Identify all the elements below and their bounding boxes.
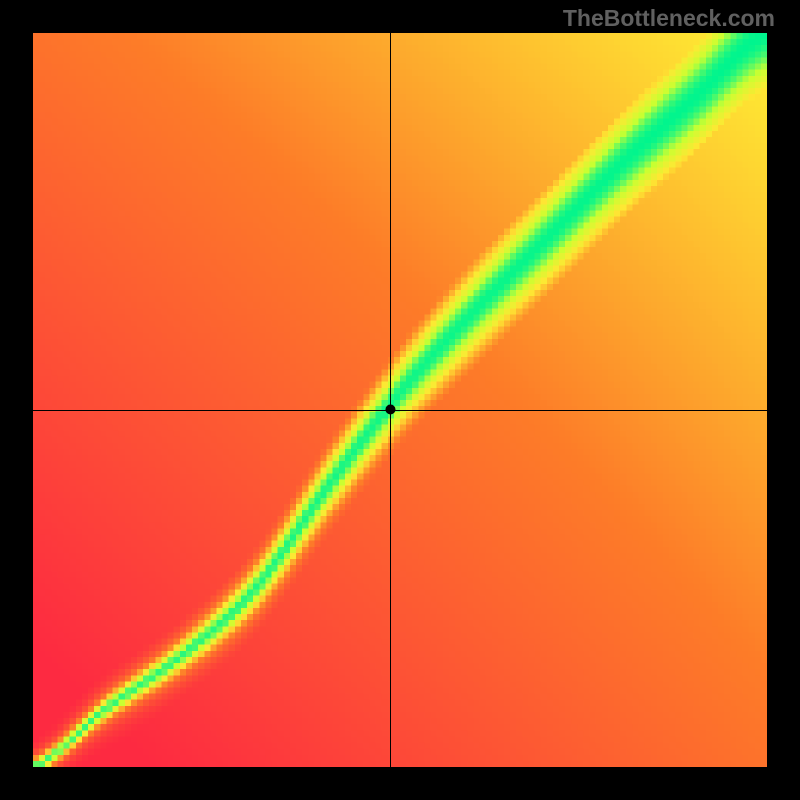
overlay-canvas <box>33 33 767 767</box>
figure-container: TheBottleneck.com <box>0 0 800 800</box>
plot-area <box>33 33 767 767</box>
watermark-label: TheBottleneck.com <box>563 5 775 32</box>
